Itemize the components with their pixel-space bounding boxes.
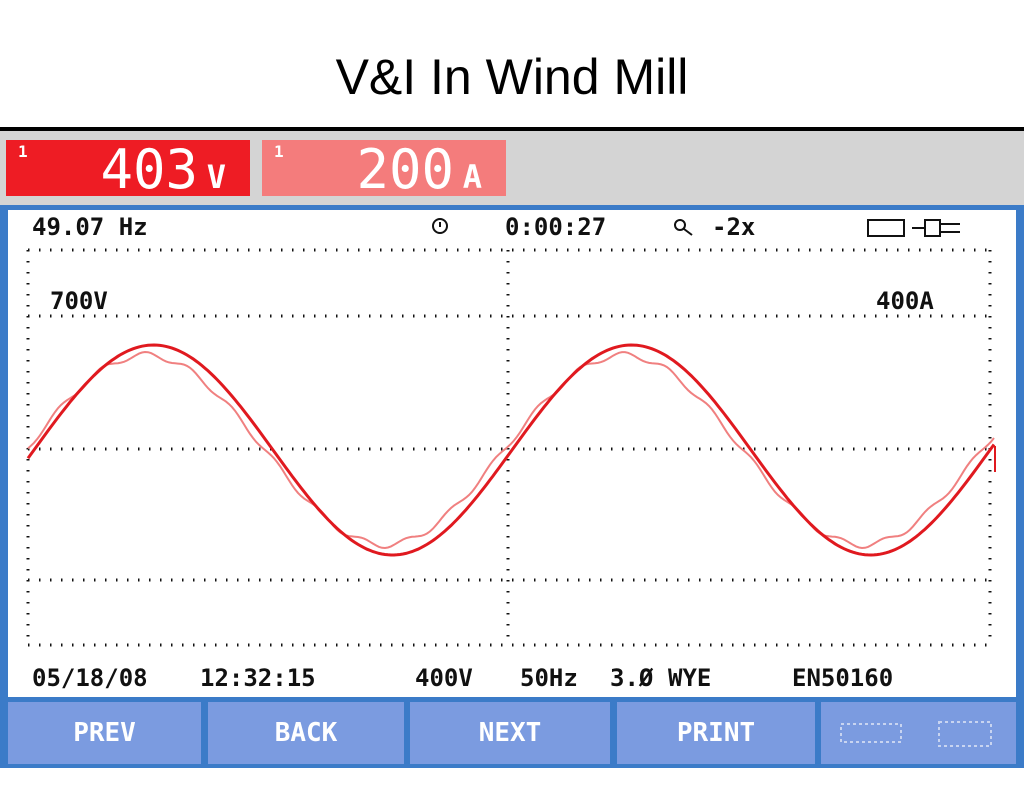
current-reading: 1 200 A [262, 138, 506, 201]
date: 05/18/08 [32, 664, 148, 692]
reading-value: 403 [100, 138, 198, 201]
current-wave [27, 350, 995, 550]
current-scale: 400A [876, 287, 934, 315]
slide-title: V&I In Wind Mill [335, 49, 689, 105]
frequency: 49.07 Hz [32, 213, 148, 241]
zoom-handle [683, 228, 693, 236]
title-rule [0, 127, 1024, 131]
zoom: -2x [712, 213, 756, 241]
timer-icon [432, 218, 448, 234]
reading-unit: A [462, 158, 482, 196]
config: WYE [668, 664, 712, 692]
voltage-scale: 700V [50, 287, 108, 315]
next-button[interactable]: NEXT [410, 702, 610, 764]
voltage-reading: 1 403 V [6, 138, 250, 201]
scope-graphics [26, 218, 996, 647]
battery-icon [867, 219, 905, 237]
reading-value: 200 [356, 138, 454, 201]
voltage-wave [26, 343, 996, 557]
channel: 1 [18, 142, 28, 161]
timer: 0:00:27 [505, 213, 607, 241]
time: 12:32:15 [200, 664, 316, 692]
nominal-frequency: 50Hz [520, 664, 578, 692]
disabled-icons [840, 721, 992, 747]
channel: 1 [274, 142, 284, 161]
standard: EN50160 [792, 664, 894, 692]
folder-icon [938, 721, 992, 747]
back-button[interactable]: BACK [208, 702, 404, 764]
print-button[interactable]: PRINT [617, 702, 815, 764]
scope-screen [8, 210, 1016, 697]
page: V&I In Wind Mill 1 403 V 1 200 A 49.07 H… [0, 49, 1024, 768]
grid [26, 248, 992, 647]
reading-unit: V [206, 158, 226, 196]
zoom-icon [674, 219, 686, 231]
disabled-button [821, 702, 1016, 764]
plug-icon [912, 219, 960, 237]
phases: 3.Ø [610, 664, 654, 692]
disabled-icon [840, 723, 902, 743]
status-icons [432, 218, 960, 237]
nominal-voltage: 400V [415, 664, 473, 692]
prev-button[interactable]: PREV [8, 702, 201, 764]
